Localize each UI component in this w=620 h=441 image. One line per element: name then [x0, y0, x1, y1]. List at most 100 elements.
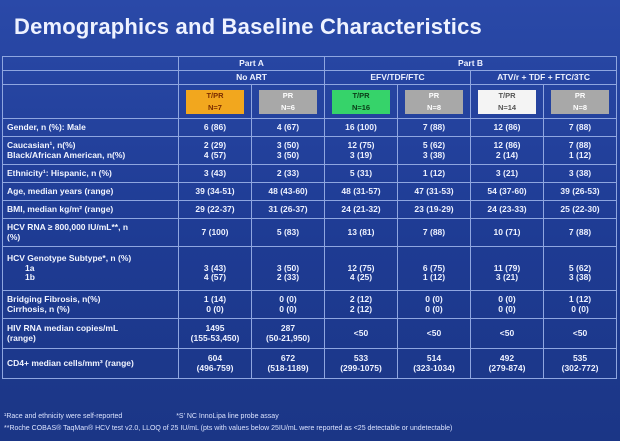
table-cell: 24 (23-33) — [470, 200, 545, 219]
table-cell: 5 (62) 3 (38) — [543, 246, 618, 291]
cell-value: 24 (21-32) — [341, 203, 381, 214]
row-label-line: Caucasian¹, n(%) — [7, 140, 76, 151]
row-label: Caucasian¹, n(%) Black/African American, … — [2, 136, 179, 165]
cell-value-2: 1 (12) — [568, 149, 592, 160]
cell-value-2: 3 (38) — [422, 149, 446, 160]
cell-value: 3 (21) — [495, 167, 519, 178]
cell-value: 1495 — [205, 323, 225, 334]
cell-value: 2 (33) — [276, 167, 300, 178]
cell-value: 6 (86) — [203, 121, 227, 132]
table-cell: 7 (88) — [397, 118, 472, 137]
footnote-hcv-test: **Roche COBAS® TaqMan® HCV test v2.0, LL… — [4, 425, 453, 432]
table-cell: <50 — [324, 318, 399, 349]
table-cell: 3 (50) 2 (33) — [250, 246, 326, 291]
arm-badge: PR N=8 — [405, 89, 464, 114]
table-row: Ethnicity¹: Hispanic, n (%) 3 (43) 2 (33) 5… — [2, 164, 618, 183]
cell-value-2: 0 (0) — [425, 303, 443, 314]
cell-value: 604 — [207, 353, 223, 364]
cell-value: <50 — [426, 327, 442, 338]
table-cell: 672 (518-1189) — [250, 348, 326, 379]
cell-value-2: (302-772) — [561, 362, 599, 373]
cell-value: 5 (62) — [422, 140, 446, 151]
table-cell: 5 (31) — [324, 164, 399, 183]
table-cell: 7 (88) — [543, 218, 618, 247]
table-cell: 2 (33) — [250, 164, 326, 183]
row-label-line: Cirrhosis, n (%) — [7, 303, 70, 314]
cell-value-2: (50-21,950) — [266, 332, 310, 343]
arm-badge: T/PR N=7 — [186, 89, 244, 114]
cell-value: 2 (29) — [203, 140, 227, 151]
cell-value: 31 (26-37) — [268, 203, 308, 214]
table-row: Bridging Fibrosis, n(%) Cirrhosis, n (%) 1… — [2, 290, 618, 319]
cell-value: 24 (23-33) — [487, 203, 527, 214]
cell-value: 3 (50) — [276, 140, 300, 151]
header-no-art: No ART — [177, 70, 326, 85]
cell-value: 12 (86) — [493, 140, 521, 151]
row-label-line: HCV Genotype Subtype*, n (%) — [7, 253, 132, 264]
cell-value: 0 (0) — [425, 294, 443, 305]
cell-value: 7 (88) — [568, 121, 592, 132]
arm-badge: T/PR N=16 — [332, 89, 391, 114]
row-label: CD4+ median cells/mm³ (range) — [2, 348, 179, 379]
cell-value: 29 (22-37) — [195, 203, 235, 214]
cell-value: 3 (38) — [568, 167, 592, 178]
row-label-line: HIV RNA median copies/mL — [7, 323, 119, 334]
row-label-line: Ethnicity¹: Hispanic, n (%) — [7, 167, 112, 178]
cell-value: 492 — [499, 353, 515, 364]
table-cell: 2 (12) 2 (12) — [324, 290, 399, 319]
table-cell: 6 (86) — [178, 118, 252, 137]
cell-value: 1 (14) — [203, 294, 227, 305]
cell-value-2: 2 (14) — [495, 149, 519, 160]
footnote-genotype-text: *S' NC InnoLipa line probe assay — [176, 413, 279, 420]
table-cell: 5 (83) — [250, 218, 326, 247]
arm-cell: T/PR N=7 — [178, 84, 252, 119]
cell-value: 39 (34-51) — [195, 185, 235, 196]
cell-value-2: 4 (57) — [203, 149, 227, 160]
table-cell: 7 (88) — [543, 118, 618, 137]
row-label: HIV RNA median copies/mL (range) — [2, 318, 179, 349]
header-blank-3 — [2, 84, 179, 119]
table-cell: 6 (75) 1 (12) — [397, 246, 472, 291]
arm-n: N=8 — [573, 102, 588, 112]
cell-value: <50 — [572, 327, 588, 338]
table-cell: 492 (279-874) — [470, 348, 545, 379]
row-label: BMI, median kg/m² (range) — [2, 200, 179, 219]
arm-cell: PR N=8 — [543, 84, 618, 119]
table-cell: 1 (12) 0 (0) — [543, 290, 618, 319]
table-cell: 13 (81) — [324, 218, 399, 247]
cell-value: 7 (88) — [422, 121, 446, 132]
table-cell: 25 (22-30) — [543, 200, 618, 219]
table-cell: 4 (67) — [250, 118, 326, 137]
table-cell: <50 — [397, 318, 472, 349]
table-cell: 3 (38) — [543, 164, 618, 183]
table-cell: 3 (43) 4 (57) — [178, 246, 252, 291]
cell-value: <50 — [353, 327, 369, 338]
table-cell: 11 (79) 3 (21) — [470, 246, 545, 291]
cell-value-2: (323-1034) — [413, 362, 455, 373]
cell-value: 4 (67) — [276, 121, 300, 132]
table-cell: 1 (14) 0 (0) — [178, 290, 252, 319]
header-part-a: Part A — [177, 56, 326, 71]
header-efv-tdf-ftc: EFV/TDF/FTC — [324, 70, 472, 85]
cell-value: 533 — [353, 353, 369, 364]
arm-label: PR — [574, 90, 586, 100]
cell-value: 287 — [280, 323, 296, 334]
arm-n: N=16 — [351, 102, 371, 112]
row-label: Ethnicity¹: Hispanic, n (%) — [2, 164, 179, 183]
cell-value: 3 (43) — [203, 167, 227, 178]
cell-value: 514 — [426, 353, 442, 364]
footnote-race-text: ¹Race and ethnicity were self-reported — [4, 413, 123, 420]
table-cell: 12 (75) 4 (25) — [324, 246, 399, 291]
table-cell: 1 (12) — [397, 164, 472, 183]
table-row: HCV Genotype Subtype*, n (%) 1a 1b 3 (43) 4… — [2, 246, 618, 291]
arm-badge: PR N=6 — [259, 89, 317, 114]
header-atv-tdf-ftc: ATV/r + TDF + FTC/3TC — [470, 70, 618, 85]
arm-badge: PR N=8 — [551, 89, 610, 114]
table-cell: 514 (323-1034) — [397, 348, 472, 379]
cell-value: 10 (71) — [493, 226, 521, 237]
table-cell: 2 (29) 4 (57) — [178, 136, 252, 165]
arm-label: T/PR — [352, 90, 370, 100]
table-cell: 0 (0) 0 (0) — [250, 290, 326, 319]
table-cell: 39 (34-51) — [178, 182, 252, 201]
cell-value: 25 (22-30) — [560, 203, 600, 214]
